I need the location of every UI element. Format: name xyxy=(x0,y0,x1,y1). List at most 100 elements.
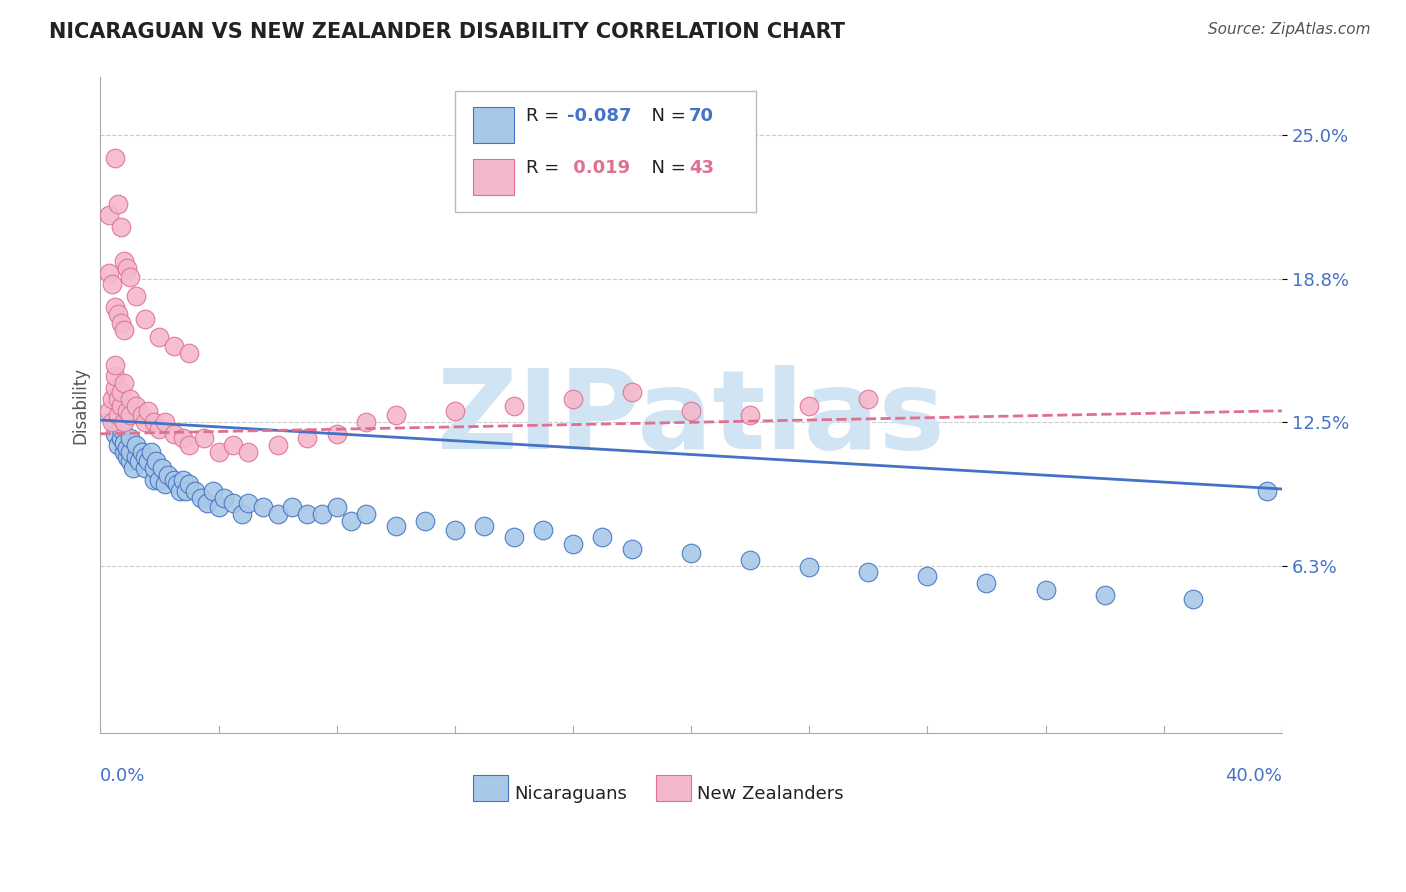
Point xyxy=(252,500,274,515)
Point xyxy=(740,553,762,567)
Point xyxy=(115,261,138,276)
Point xyxy=(101,277,124,292)
Point xyxy=(172,473,194,487)
Point xyxy=(1256,484,1278,499)
Point xyxy=(134,415,156,429)
Point xyxy=(231,508,253,522)
Point xyxy=(917,569,939,583)
Point xyxy=(148,422,170,436)
Point xyxy=(195,496,218,510)
Point xyxy=(107,307,129,321)
Point xyxy=(169,484,191,499)
Point xyxy=(118,392,141,407)
Point xyxy=(118,445,141,459)
Point xyxy=(799,560,821,574)
Point xyxy=(177,346,200,360)
Point xyxy=(166,477,188,491)
Point xyxy=(134,461,156,475)
Point xyxy=(177,477,200,491)
Point xyxy=(236,445,259,459)
Point xyxy=(295,508,318,522)
Point xyxy=(531,524,554,538)
Point xyxy=(799,399,821,413)
Point xyxy=(621,385,644,400)
Point xyxy=(562,392,585,407)
Point xyxy=(125,438,148,452)
Point xyxy=(201,484,224,499)
Point xyxy=(125,289,148,303)
Point xyxy=(155,477,177,491)
Text: 40.0%: 40.0% xyxy=(1225,767,1282,785)
Point xyxy=(502,399,524,413)
Point xyxy=(112,415,135,429)
Bar xyxy=(472,107,513,143)
Point xyxy=(125,450,148,464)
Point xyxy=(621,541,644,556)
Point xyxy=(112,376,135,391)
Point xyxy=(150,461,173,475)
Text: 0.019: 0.019 xyxy=(567,160,630,178)
Point xyxy=(142,415,165,429)
Point xyxy=(295,431,318,445)
Point xyxy=(163,473,186,487)
Point xyxy=(107,197,129,211)
Point xyxy=(172,431,194,445)
Point xyxy=(236,496,259,510)
Point xyxy=(325,500,347,515)
Point xyxy=(1035,583,1057,598)
Bar xyxy=(655,775,692,802)
Point xyxy=(118,409,141,423)
Point xyxy=(107,392,129,407)
Point xyxy=(112,323,135,337)
Point xyxy=(340,514,363,528)
Point xyxy=(354,508,377,522)
Point xyxy=(443,404,465,418)
Point xyxy=(112,436,135,450)
Point xyxy=(98,208,121,222)
Point xyxy=(98,266,121,280)
Point xyxy=(222,438,245,452)
Point xyxy=(104,381,127,395)
Point xyxy=(131,445,153,459)
Text: 70: 70 xyxy=(689,107,714,125)
Point xyxy=(134,311,156,326)
Point xyxy=(681,546,703,560)
Text: New Zealanders: New Zealanders xyxy=(697,785,844,803)
Point xyxy=(115,441,138,455)
Text: ZIPatlas: ZIPatlas xyxy=(437,365,945,472)
Bar xyxy=(472,775,508,802)
Point xyxy=(142,473,165,487)
Text: N =: N = xyxy=(640,160,692,178)
Text: NICARAGUAN VS NEW ZEALANDER DISABILITY CORRELATION CHART: NICARAGUAN VS NEW ZEALANDER DISABILITY C… xyxy=(49,22,845,42)
Point xyxy=(1094,588,1116,602)
Point xyxy=(266,508,288,522)
Point xyxy=(104,301,127,315)
Point xyxy=(184,484,207,499)
Point xyxy=(443,524,465,538)
Point xyxy=(104,415,127,429)
Text: R =: R = xyxy=(526,160,565,178)
Text: 0.0%: 0.0% xyxy=(100,767,146,785)
Point xyxy=(104,369,127,384)
Point xyxy=(157,468,180,483)
Point xyxy=(222,496,245,510)
Point xyxy=(110,219,132,234)
Point xyxy=(118,270,141,285)
Point xyxy=(110,385,132,400)
Point xyxy=(112,445,135,459)
Point xyxy=(145,454,167,468)
Point xyxy=(976,576,998,591)
Point xyxy=(131,409,153,423)
Point xyxy=(562,537,585,551)
Y-axis label: Disability: Disability xyxy=(72,367,89,443)
Point xyxy=(107,438,129,452)
Point xyxy=(121,461,143,475)
Point xyxy=(281,500,304,515)
Point xyxy=(740,409,762,423)
Point xyxy=(207,500,229,515)
Point xyxy=(139,445,162,459)
Point xyxy=(142,461,165,475)
Point xyxy=(266,438,288,452)
Point xyxy=(311,508,333,522)
Point xyxy=(125,399,148,413)
